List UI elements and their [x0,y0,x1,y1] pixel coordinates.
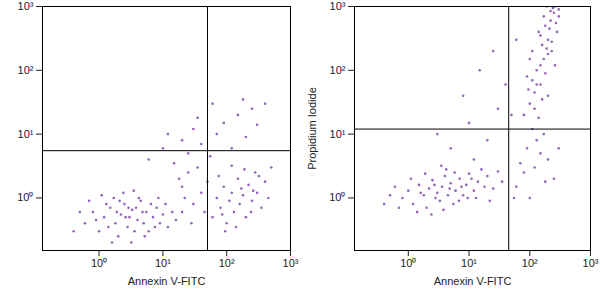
svg-text:10⁰: 10⁰ [17,191,33,203]
svg-text:10³: 10³ [283,257,299,269]
svg-text:10²: 10² [18,64,34,76]
svg-text:10³: 10³ [330,0,346,12]
svg-text:Propidium Iodide: Propidium Iodide [306,87,318,170]
svg-text:Annexin V-FITC: Annexin V-FITC [128,275,206,287]
svg-text:10⁰: 10⁰ [400,257,416,269]
svg-text:10⁰: 10⁰ [91,257,107,269]
svg-text:10³: 10³ [18,0,34,12]
svg-text:10¹: 10¹ [18,128,34,140]
svg-text:10²: 10² [330,64,346,76]
svg-text:10²: 10² [522,257,538,269]
svg-text:10²: 10² [219,257,235,269]
svg-text:10¹: 10¹ [461,257,477,269]
svg-text:10¹: 10¹ [155,257,171,269]
svg-text:10¹: 10¹ [330,128,346,140]
svg-text:10⁰: 10⁰ [329,191,345,203]
svg-text:Annexin V-FITC: Annexin V-FITC [434,275,512,287]
svg-text:10³: 10³ [583,257,599,269]
